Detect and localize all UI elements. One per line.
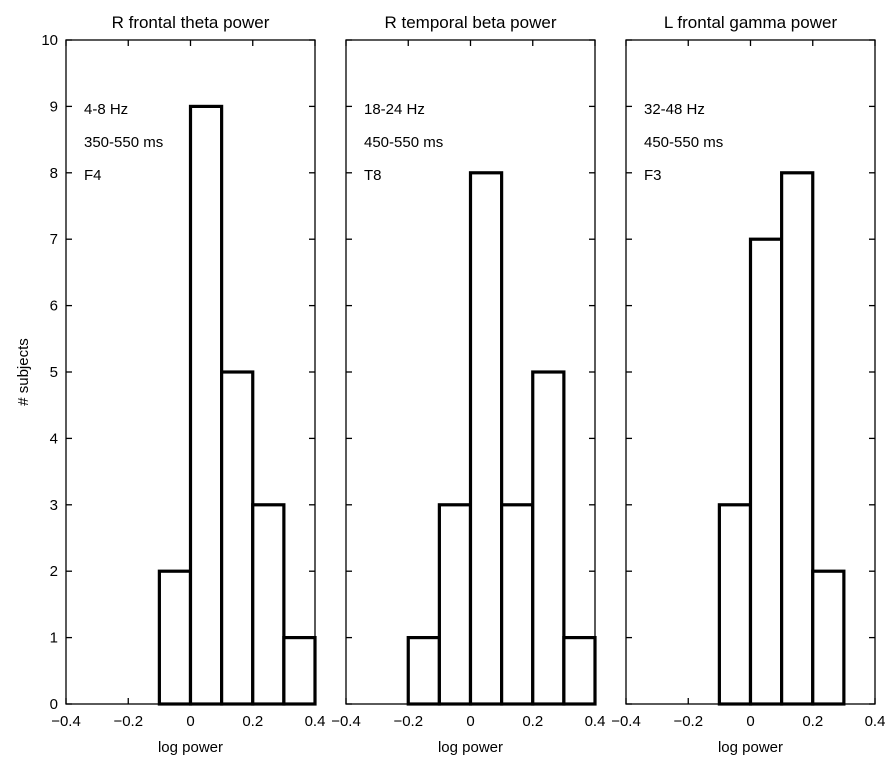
histogram-bar — [188, 104, 224, 706]
panel-annotation: T8 — [364, 167, 382, 184]
x-tick-label: 0.2 — [522, 713, 543, 730]
panel-annotation: F3 — [644, 167, 662, 184]
chart-title: R temporal beta power — [385, 13, 557, 32]
x-tick-label: −0.2 — [673, 713, 703, 730]
panel-annotation: 4-8 Hz — [84, 101, 128, 118]
x-axis-label: log power — [718, 739, 783, 756]
x-tick-label: 0.4 — [305, 713, 326, 730]
histogram-bar — [437, 503, 473, 706]
y-tick-label: 1 — [50, 630, 58, 647]
panel-annotation: F4 — [84, 167, 102, 184]
histogram-bar — [562, 635, 597, 706]
histogram-bar — [220, 370, 255, 706]
x-tick-label: −0.4 — [611, 713, 641, 730]
histogram-bar — [500, 503, 535, 706]
x-tick-label: −0.2 — [113, 713, 143, 730]
histogram-bar — [811, 569, 846, 706]
histogram-bar — [531, 370, 566, 706]
histogram-bar — [251, 503, 286, 706]
panel-annotation: 450-550 ms — [364, 134, 443, 151]
chart-title: L frontal gamma power — [664, 13, 838, 32]
y-tick-label: 8 — [50, 165, 58, 182]
panel-annotation: 32-48 Hz — [644, 101, 705, 118]
histogram-bar — [406, 635, 441, 706]
x-tick-label: 0 — [186, 713, 194, 730]
histogram-bar — [157, 569, 193, 706]
x-axis-label: log power — [158, 739, 223, 756]
x-tick-label: −0.2 — [393, 713, 423, 730]
chart-title: R frontal theta power — [112, 13, 270, 32]
x-tick-label: 0.4 — [585, 713, 606, 730]
histogram-bar — [282, 635, 317, 706]
y-tick-label: 2 — [50, 563, 58, 580]
y-tick-label: 10 — [41, 32, 58, 49]
x-tick-label: 0 — [746, 713, 754, 730]
x-axis-label: log power — [438, 739, 503, 756]
histogram-bar — [717, 503, 753, 706]
y-tick-label: 5 — [50, 364, 58, 381]
y-tick-label: 3 — [50, 497, 58, 514]
y-tick-label: 9 — [50, 98, 58, 115]
histogram-bar — [780, 171, 815, 706]
panel-annotation: 18-24 Hz — [364, 101, 425, 118]
y-tick-label: 7 — [50, 231, 58, 248]
panel-annotation: 350-550 ms — [84, 134, 163, 151]
y-tick-label: 4 — [50, 430, 58, 447]
x-tick-label: −0.4 — [51, 713, 81, 730]
x-tick-label: −0.4 — [331, 713, 361, 730]
x-tick-label: 0.4 — [865, 713, 885, 730]
y-axis-label: # subjects — [15, 338, 32, 406]
y-tick-label: 0 — [50, 696, 58, 713]
histogram-bar — [748, 237, 784, 706]
x-tick-label: 0.2 — [802, 713, 823, 730]
panel-annotation: 450-550 ms — [644, 134, 723, 151]
x-tick-label: 0 — [466, 713, 474, 730]
y-tick-label: 6 — [50, 298, 58, 315]
histogram-bar — [468, 171, 504, 706]
x-tick-label: 0.2 — [242, 713, 263, 730]
